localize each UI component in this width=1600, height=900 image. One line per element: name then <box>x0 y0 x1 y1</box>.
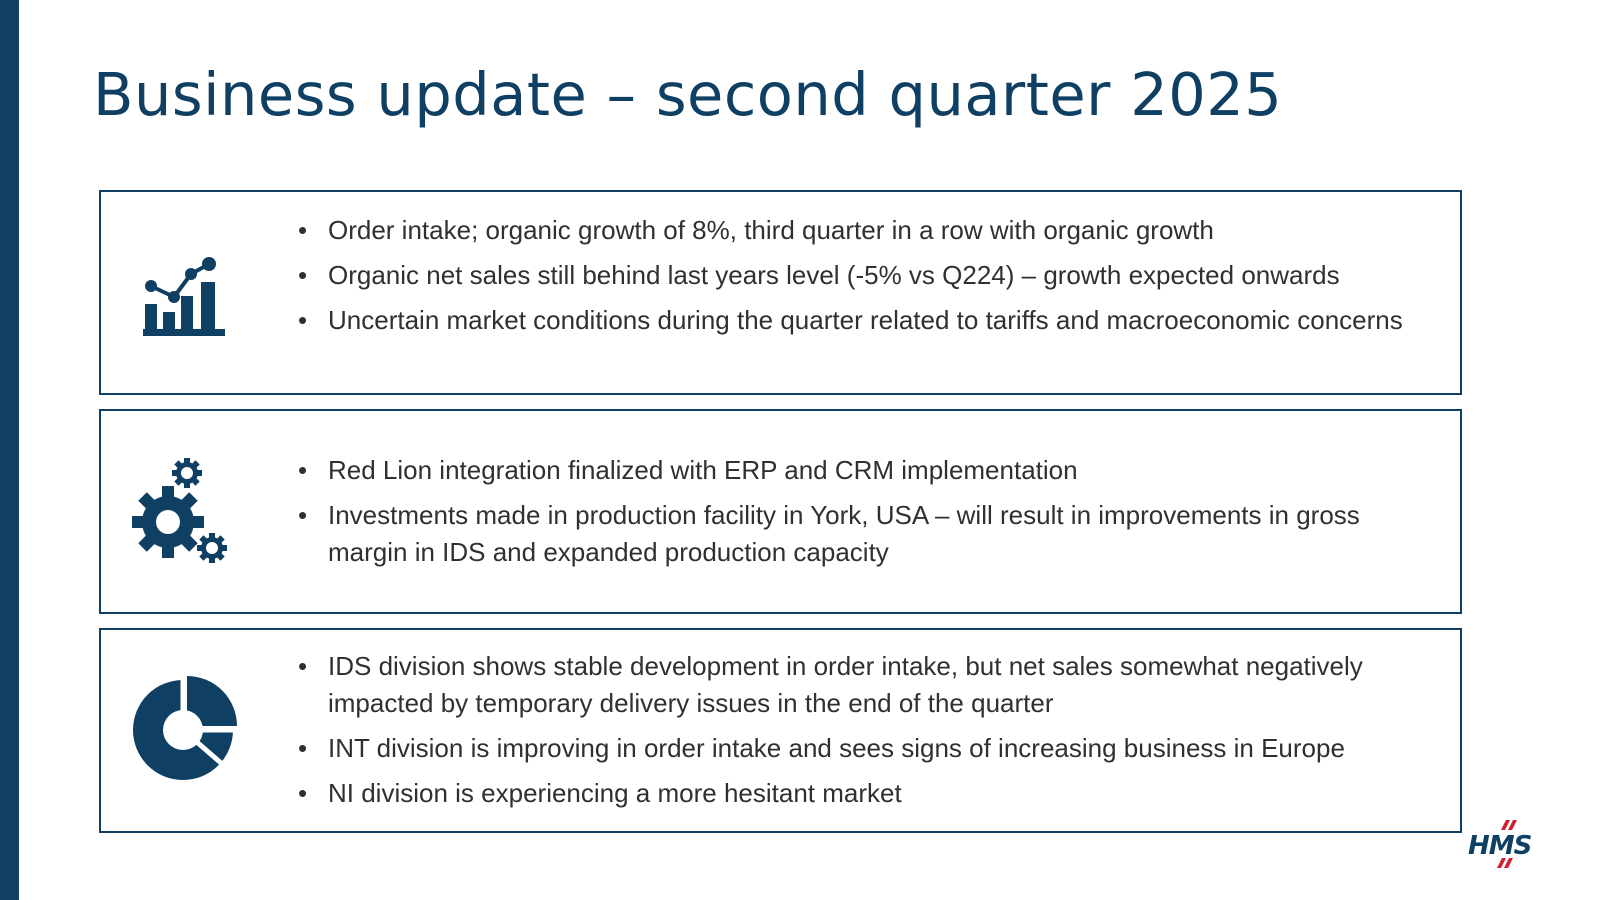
bullet-item: Uncertain market conditions during the q… <box>298 302 1420 339</box>
bullet-list: IDS division shows stable development in… <box>298 648 1420 820</box>
growth-chart-icon <box>131 234 241 344</box>
bullet-item: INT division is improving in order intak… <box>298 730 1420 767</box>
bullet-item: Investments made in production facility … <box>298 497 1420 571</box>
bullet-item: Organic net sales still behind last year… <box>298 257 1420 294</box>
gears-icon <box>131 455 241 565</box>
donut-chart-icon <box>131 676 241 786</box>
panel-operations: Red Lion integration finalized with ERP … <box>99 409 1462 614</box>
slide-title: Business update – second quarter 2025 <box>93 60 1283 129</box>
bullet-item: IDS division shows stable development in… <box>298 648 1420 722</box>
hms-logo-icon: HMS <box>1466 818 1550 872</box>
bullet-list: Red Lion integration finalized with ERP … <box>298 452 1420 579</box>
bullet-item: Red Lion integration finalized with ERP … <box>298 452 1420 489</box>
bullet-item: NI division is experiencing a more hesit… <box>298 775 1420 812</box>
panel-order-intake: Order intake; organic growth of 8%, thir… <box>99 190 1462 395</box>
panel-divisions: IDS division shows stable development in… <box>99 628 1462 833</box>
bullet-item: Order intake; organic growth of 8%, thir… <box>298 212 1420 249</box>
bullet-list: Order intake; organic growth of 8%, thir… <box>298 212 1420 347</box>
left-accent-bar <box>0 0 19 900</box>
logo-text: HMS <box>1468 831 1532 861</box>
